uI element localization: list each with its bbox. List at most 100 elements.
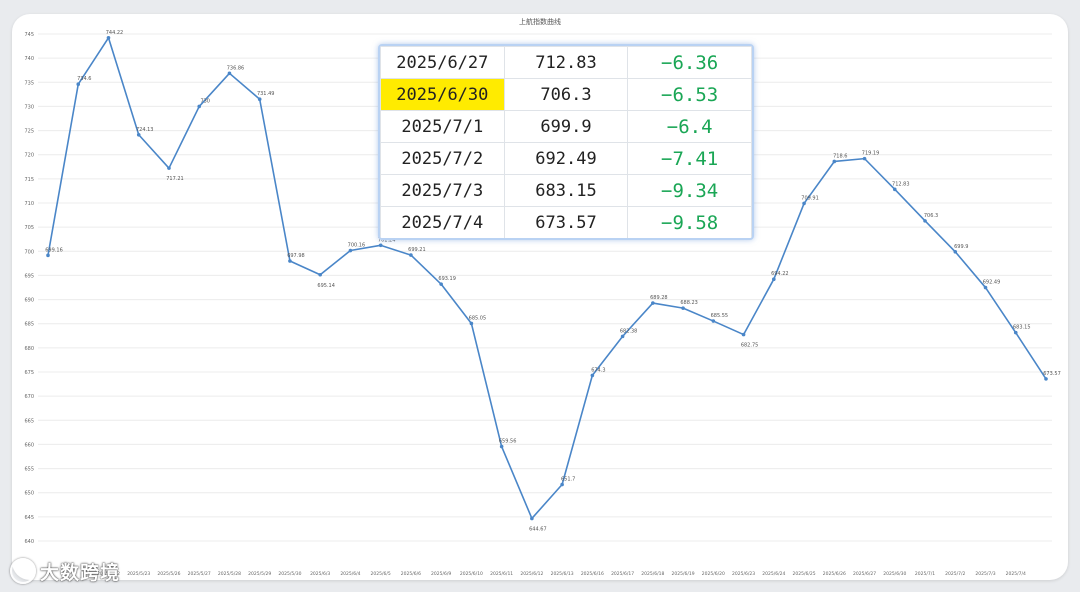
data-label: 730 — [200, 98, 210, 104]
data-label: 706.3 — [924, 213, 938, 219]
x-tick-label: 2025/6/16 — [581, 571, 604, 577]
data-label: 659.56 — [499, 439, 517, 445]
data-label: 697.98 — [287, 253, 305, 259]
x-tick-label: 2025/5/29 — [248, 571, 271, 577]
x-tick-label: 2025/6/24 — [762, 571, 785, 577]
x-tick-label: 2025/6/23 — [732, 571, 755, 577]
change-cell: −9.58 — [627, 206, 752, 238]
data-point — [832, 159, 837, 164]
data-label: 685.05 — [469, 315, 487, 321]
data-label: 685.55 — [711, 313, 729, 319]
data-point — [288, 259, 292, 263]
data-label: 731.49 — [257, 91, 275, 97]
chart-card: 640 645 650 655 660 665 670 675 680 685 690 695 700 7… — [12, 14, 1068, 580]
y-tick-label: 730 — [24, 104, 34, 110]
data-label: 683.15 — [1013, 325, 1031, 331]
data-point — [681, 306, 685, 310]
data-point — [378, 243, 383, 248]
table-row: 2025/7/1 699.9 −6.4 — [380, 110, 752, 143]
y-tick-label: 740 — [24, 56, 34, 62]
data-point — [651, 301, 655, 305]
change-cell: −6.36 — [627, 46, 752, 79]
x-tick-label: 2025/6/9 — [431, 571, 451, 577]
data-label: 695.14 — [317, 283, 335, 289]
data-point — [530, 516, 534, 521]
y-tick-label: 650 — [24, 491, 34, 497]
data-point — [257, 97, 262, 102]
data-label: 744.22 — [106, 30, 124, 36]
data-point — [892, 187, 897, 192]
data-point — [499, 444, 504, 449]
watermark: 大数跨境 — [10, 556, 120, 586]
y-tick-label: 675 — [24, 370, 34, 376]
table-row: 2025/7/2 692.49 −7.41 — [380, 142, 752, 175]
data-point — [167, 166, 171, 170]
data-label: 712.83 — [892, 181, 910, 187]
table-row: 2025/7/3 683.15 −9.34 — [380, 174, 752, 207]
x-tick-label: 2025/6/19 — [672, 571, 695, 577]
data-label: 734.6 — [77, 76, 91, 82]
x-tick-label: 2025/6/30 — [883, 571, 906, 577]
x-tick-label: 2025/6/12 — [520, 571, 543, 577]
x-tick-label: 2025/6/6 — [401, 571, 421, 577]
data-point — [772, 277, 776, 281]
y-tick-label: 745 — [24, 32, 34, 38]
data-point — [590, 373, 595, 378]
date-cell: 2025/7/3 — [380, 174, 505, 207]
data-label: 701.24 — [378, 237, 396, 243]
data-label: 700.16 — [348, 243, 366, 249]
y-tick-label: 725 — [24, 129, 34, 135]
x-tick-label: 2025/6/18 — [641, 571, 664, 577]
value-cell: 683.15 — [503, 174, 629, 207]
data-point — [862, 156, 867, 161]
x-tick-label: 2025/5/28 — [218, 571, 241, 577]
data-point — [1013, 330, 1018, 335]
y-tick-label: 710 — [24, 201, 34, 207]
data-label: 699.21 — [408, 247, 426, 253]
data-point — [197, 104, 202, 109]
chart-title: 上航指数曲线 — [519, 17, 561, 26]
x-tick-label: 2025/6/3 — [310, 571, 330, 577]
date-cell: 2025/6/27 — [380, 46, 505, 79]
table-row: 2025/6/30 706.3 −6.53 — [380, 78, 752, 111]
table-row: 2025/6/27 712.83 −6.36 — [380, 46, 752, 79]
data-point — [106, 35, 111, 40]
logo-icon — [10, 558, 36, 584]
date-cell: 2025/6/30 — [380, 78, 505, 111]
data-point — [983, 285, 988, 290]
data-point — [560, 482, 564, 487]
y-tick-label: 715 — [24, 177, 34, 183]
change-cell: −6.4 — [627, 110, 752, 143]
data-point — [953, 249, 958, 254]
data-label: 719.19 — [862, 151, 880, 157]
x-tick-label: 2025/7/2 — [945, 571, 965, 577]
data-label: 699.9 — [954, 244, 968, 250]
data-label: 694.22 — [771, 271, 789, 277]
change-cell: −9.34 — [627, 174, 752, 207]
x-tick-label: 2025/7/1 — [915, 571, 935, 577]
x-tick-label: 2025/6/27 — [853, 571, 876, 577]
data-label: 699.16 — [45, 247, 63, 253]
y-tick-label: 655 — [24, 467, 34, 473]
date-cell: 2025/7/1 — [380, 110, 505, 143]
data-label: 709.91 — [801, 195, 819, 201]
value-cell: 699.9 — [503, 110, 629, 143]
data-point — [136, 132, 141, 137]
x-tick-label: 2025/6/25 — [793, 571, 816, 577]
data-label: 651.7 — [561, 477, 575, 483]
x-tick-label: 2025/6/5 — [371, 571, 391, 577]
y-tick-label: 665 — [24, 418, 34, 424]
data-point — [76, 82, 81, 87]
data-point — [1044, 377, 1048, 381]
x-tick-label: 2025/7/4 — [1006, 571, 1026, 577]
y-tick-label: 640 — [24, 539, 34, 545]
data-label: 693.19 — [438, 276, 456, 282]
x-tick-label: 2025/5/30 — [278, 571, 301, 577]
data-point — [348, 248, 353, 253]
x-tick-label: 2025/7/3 — [975, 571, 995, 577]
data-label: 674.3 — [591, 367, 605, 373]
data-point — [439, 282, 443, 286]
data-point — [46, 253, 50, 258]
y-tick-label: 695 — [24, 273, 34, 279]
data-point — [469, 321, 474, 326]
